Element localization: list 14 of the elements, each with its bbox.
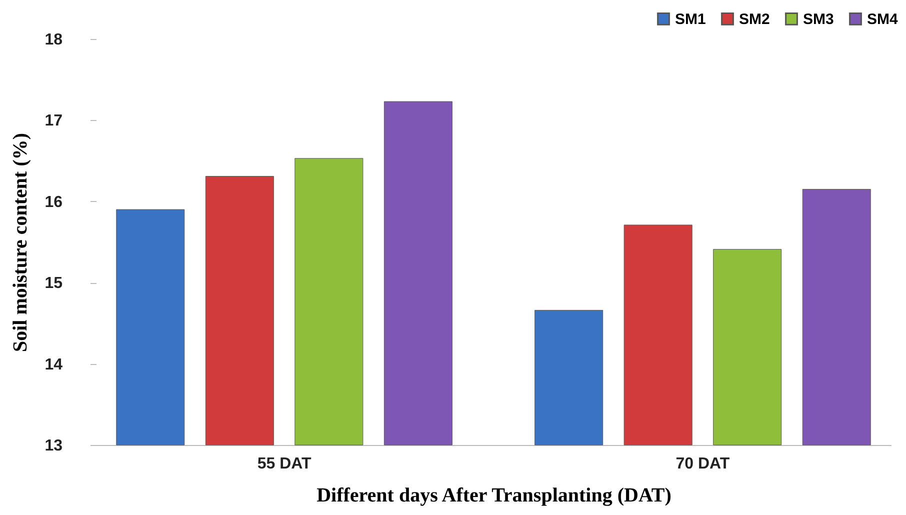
x-axis-title: Different days After Transplanting (DAT) [316, 484, 672, 506]
y-tick-label: 16 [44, 194, 63, 211]
legend-label: SM1 [675, 10, 706, 28]
y-tick-label: 17 [44, 112, 63, 130]
legend-label: SM3 [803, 10, 834, 28]
y-tick-label: 15 [44, 275, 63, 292]
legend-label: SM4 [867, 10, 898, 28]
y-tick-label: 14 [44, 356, 63, 374]
y-tick-label: 18 [44, 32, 63, 48]
x-tick-label: 55 DAT [257, 456, 312, 472]
x-tick-label: 70 DAT [676, 456, 730, 472]
y-tick-label: 13 [44, 438, 63, 454]
legend-label: SM2 [739, 10, 770, 28]
y-axis-title: Soil moisture content (%) [10, 132, 32, 352]
